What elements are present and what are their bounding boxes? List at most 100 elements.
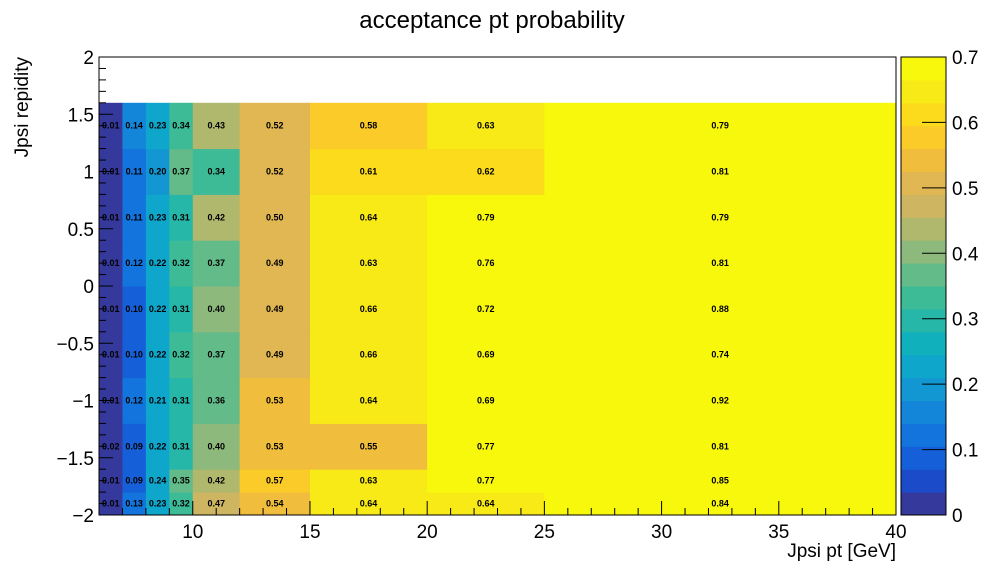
cell-value-label: 0.49 (266, 304, 284, 314)
cell-value-label: 0.55 (360, 441, 378, 451)
cell-value-label: 0.22 (149, 258, 167, 268)
heatmap-cell (145, 492, 170, 516)
color-scale-tick-label: 0.5 (952, 179, 978, 200)
cell-value-label: 0.01 (102, 212, 120, 222)
color-scale-tick-label: 0.7 (952, 48, 978, 69)
heatmap-cell (122, 240, 147, 287)
cell-value-label: 0.23 (149, 212, 167, 222)
cell-value-label: 0.64 (360, 396, 378, 406)
cell-value-label: 0.32 (172, 499, 190, 509)
heatmap-cell (239, 423, 311, 470)
cell-value-label: 0.76 (477, 258, 495, 268)
cell-value-label: 0.49 (266, 258, 284, 268)
color-scale-swatch (901, 492, 946, 516)
x-tick-label: 10 (182, 522, 203, 543)
y-tick-label: 1 (83, 163, 94, 184)
color-scale-bar: 0 0.1 0.2 0.3 0.4 0.5 0.6 0.7 (900, 48, 979, 527)
cell-value-label: 0.20 (149, 167, 167, 177)
heatmap-cell (192, 423, 241, 470)
color-scale-swatch (901, 79, 946, 104)
heatmap-cell (122, 377, 147, 424)
cell-value-label: 0.64 (360, 499, 378, 509)
cell-value-label: 0.47 (207, 499, 225, 509)
y-tick-label: −1.5 (56, 449, 94, 470)
cell-value-label: 0.53 (266, 396, 284, 406)
cell-value-label: 0.11 (126, 167, 143, 177)
cell-value-label: 0.36 (207, 396, 225, 406)
cell-value-label: 0.23 (149, 499, 167, 509)
heatmap-cell (169, 423, 194, 470)
color-scale-swatch (901, 354, 946, 379)
heatmap-cell (544, 148, 897, 195)
x-tick-label: 35 (768, 522, 789, 543)
color-scale-swatch (901, 171, 946, 195)
heatmap-cell (145, 331, 170, 379)
cell-value-label: 0.74 (711, 350, 729, 360)
cell-value-label: 0.10 (125, 304, 143, 314)
cell-value-label: 0.01 (102, 121, 120, 131)
cell-value-label: 0.10 (125, 350, 143, 360)
cell-value-label: 0.01 (102, 258, 120, 268)
heatmap-cell (122, 286, 147, 333)
heatmap-cell (544, 331, 897, 379)
heatmap-cell (239, 102, 311, 150)
heatmap-cell (145, 423, 170, 470)
cell-value-label: 0.50 (266, 212, 284, 222)
heatmap-cell (239, 194, 311, 241)
cell-value-label: 0.92 (711, 396, 729, 406)
heatmap-cell (309, 423, 428, 470)
heatmap-cell (145, 240, 170, 287)
heatmap-cell (309, 469, 428, 493)
heatmap-cell (169, 240, 194, 287)
heatmap-cell (169, 148, 194, 195)
heatmap-cell (169, 492, 194, 516)
color-scale-swatch (901, 308, 946, 333)
y-axis: −2 −1.5 −1 −0.5 0 0.5 1 1.5 2 (56, 48, 113, 527)
heatmap-cell (309, 492, 428, 516)
cell-value-label: 0.31 (172, 304, 190, 314)
heatmap-cell (309, 286, 428, 333)
color-scale-swatch (901, 469, 946, 493)
chart-title: acceptance pt probability (359, 7, 625, 34)
color-scale-swatch (901, 102, 946, 127)
cell-value-label: 0.31 (172, 441, 190, 451)
heatmap-cell (122, 102, 147, 150)
color-scale-swatch (901, 57, 946, 81)
cell-value-label: 0.31 (172, 396, 190, 406)
cell-value-label: 0.81 (711, 441, 729, 451)
y-tick-label: 1.5 (68, 105, 94, 126)
heatmap-cell (427, 377, 545, 424)
heatmap-cell (192, 492, 241, 516)
heatmap-cell (544, 240, 897, 287)
heatmap-cell (309, 194, 428, 241)
heatmap-cell (192, 286, 241, 333)
heatmap-cell (169, 469, 194, 493)
y-tick-label: 0 (83, 277, 94, 298)
color-scale-swatch (901, 125, 946, 150)
heatmap-cell (239, 148, 311, 195)
heatmap-cell (192, 148, 241, 195)
color-scale-swatch (901, 286, 946, 310)
y-tick-label: 0.5 (68, 220, 94, 241)
heatmap-cell (427, 423, 545, 470)
heatmap-cell (192, 377, 241, 424)
cell-value-label: 0.23 (149, 121, 167, 131)
cell-value-label: 0.40 (207, 441, 225, 451)
heatmap-cell (544, 469, 897, 493)
cell-value-label: 0.77 (477, 476, 495, 486)
cell-value-label: 0.37 (172, 167, 190, 177)
heatmap-cell-labels: 0.01 0.13 0.23 0.32 0.47 0.54 0.64 0.64 0.84 0.01… (102, 121, 729, 509)
cell-value-label: 0.22 (149, 350, 167, 360)
color-scale-swatch (901, 377, 946, 401)
cell-value-label: 0.64 (477, 499, 495, 509)
cell-value-label: 0.34 (172, 121, 190, 131)
heatmap-cell (544, 423, 897, 470)
cell-value-label: 0.84 (711, 499, 729, 509)
cell-value-label: 0.77 (477, 441, 495, 451)
cell-value-label: 0.22 (149, 304, 167, 314)
color-scale-swatch (901, 194, 946, 218)
x-tick-label: 25 (534, 522, 555, 543)
cell-value-label: 0.12 (125, 258, 143, 268)
cell-value-label: 0.21 (149, 396, 167, 406)
